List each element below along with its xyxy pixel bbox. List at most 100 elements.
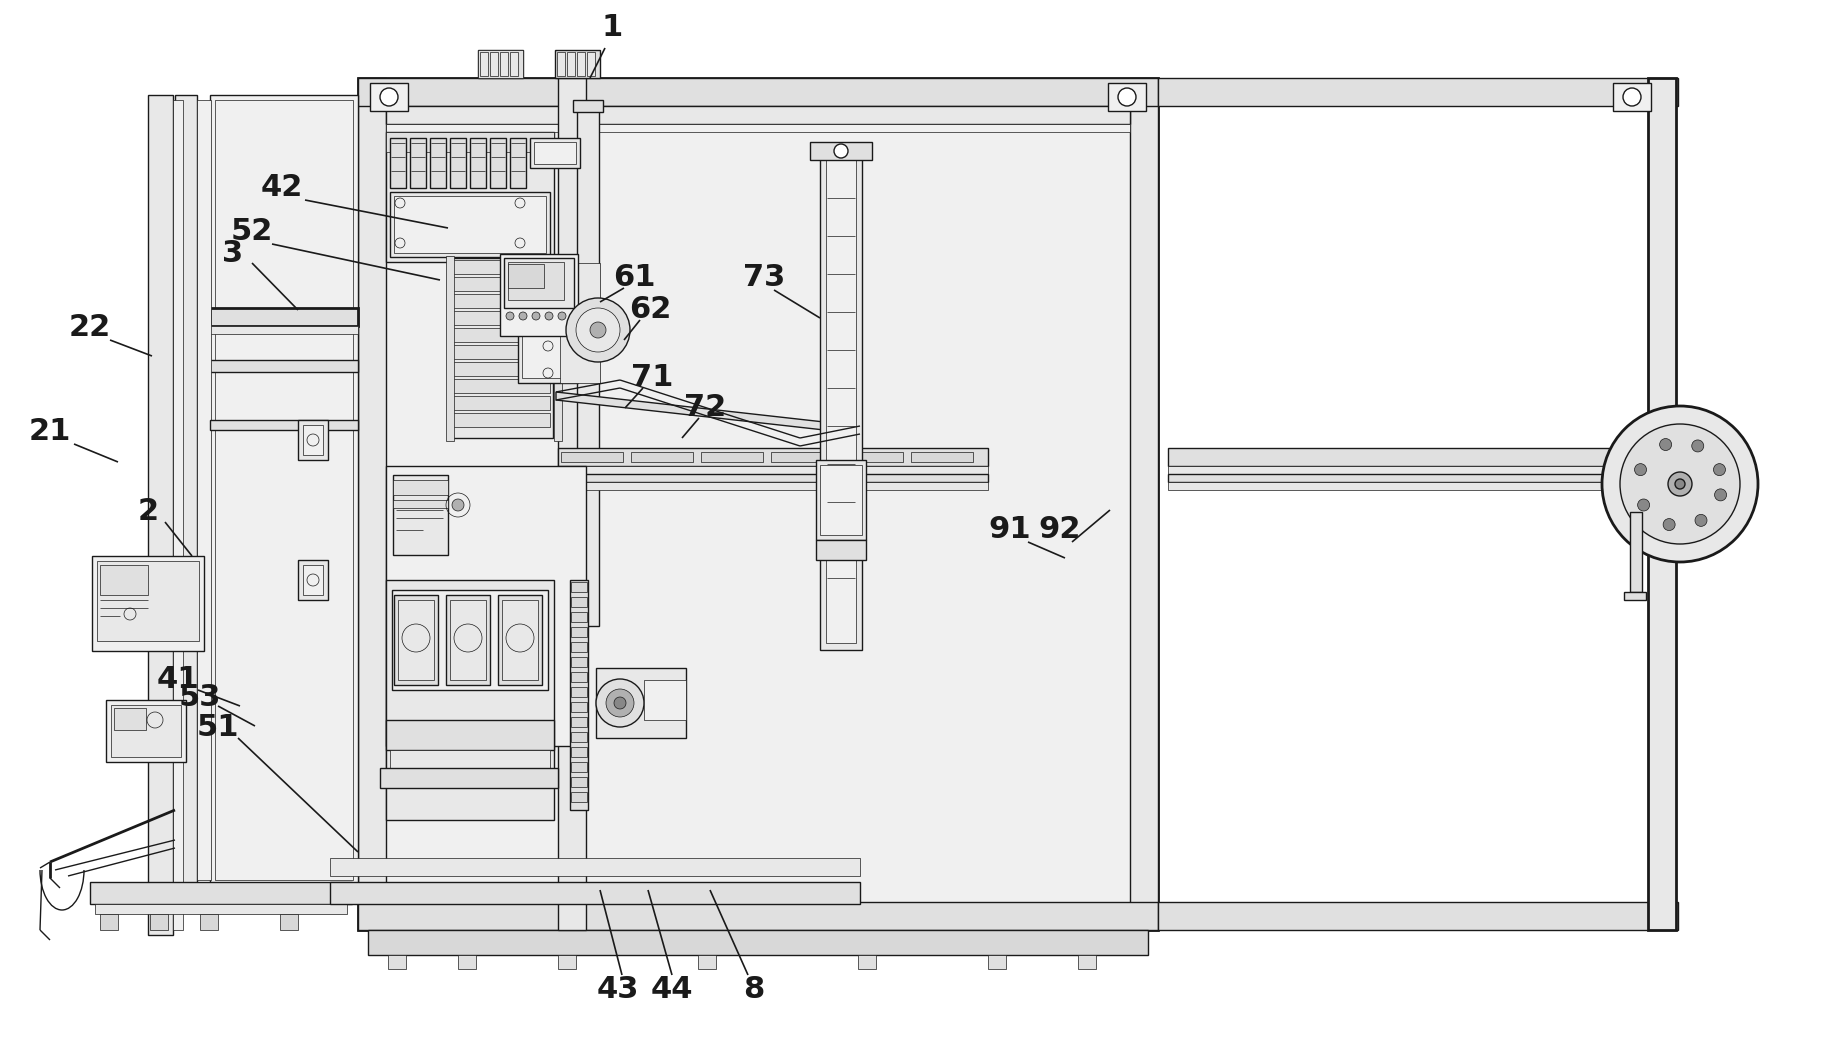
Text: 22: 22 [70, 313, 112, 343]
Bar [358, 78, 1158, 106]
Circle shape [532, 312, 540, 320]
Circle shape [834, 144, 849, 158]
Bar [510, 138, 527, 188]
Bar [497, 595, 541, 685]
Bar [701, 452, 763, 462]
Bar [816, 460, 865, 540]
Bar [386, 106, 1130, 124]
Bar [101, 914, 119, 930]
Bar [450, 311, 551, 325]
Bar [329, 858, 860, 876]
Bar [113, 708, 146, 730]
Bar [571, 612, 587, 622]
Text: 21: 21 [29, 417, 71, 446]
Text: 73: 73 [743, 264, 785, 293]
Bar [558, 482, 988, 490]
Text: 2: 2 [137, 497, 159, 526]
Bar [560, 263, 600, 383]
Bar [1169, 448, 1648, 466]
Bar [450, 260, 551, 274]
Bar [304, 565, 324, 595]
Text: 42: 42 [262, 173, 304, 202]
Circle shape [1659, 438, 1672, 450]
Bar [91, 556, 205, 651]
Text: 43: 43 [596, 976, 638, 1005]
Bar [393, 500, 448, 508]
Bar [571, 687, 587, 696]
Bar [450, 328, 551, 342]
Bar [596, 668, 686, 738]
Bar [1158, 78, 1677, 106]
Bar [390, 750, 551, 768]
Circle shape [452, 499, 465, 511]
Bar [558, 78, 585, 930]
Bar [386, 720, 554, 750]
Bar [827, 155, 856, 643]
Bar [329, 882, 860, 904]
Bar [571, 762, 587, 772]
Bar [358, 902, 1158, 930]
Bar [450, 413, 551, 427]
Bar [450, 397, 551, 410]
Bar [150, 914, 168, 930]
Bar [1158, 902, 1677, 930]
Bar [1169, 482, 1648, 490]
Circle shape [1668, 472, 1692, 496]
Bar [280, 914, 298, 930]
Bar [386, 132, 554, 152]
Bar [558, 448, 988, 466]
Bar [508, 262, 563, 300]
Bar [298, 559, 327, 600]
Circle shape [1118, 88, 1136, 106]
Text: 91: 91 [989, 516, 1032, 545]
Bar [450, 294, 551, 308]
Bar [572, 100, 604, 112]
Bar [106, 700, 187, 762]
Bar [571, 580, 587, 810]
Bar [554, 50, 600, 78]
Bar [95, 904, 348, 914]
Circle shape [558, 312, 565, 320]
Bar [390, 138, 406, 188]
Bar [576, 106, 600, 626]
Bar [446, 595, 490, 685]
Bar [90, 882, 351, 904]
Circle shape [1692, 440, 1705, 452]
Bar [210, 326, 358, 334]
Bar [518, 263, 578, 383]
Bar [450, 277, 551, 291]
Bar [508, 264, 543, 288]
Bar [101, 565, 148, 595]
Bar [470, 138, 487, 188]
Bar [199, 914, 218, 930]
Text: 1: 1 [602, 13, 622, 43]
Bar [216, 100, 353, 880]
Bar [386, 466, 585, 746]
Bar [410, 138, 426, 188]
Text: 92: 92 [1039, 516, 1081, 545]
Bar [571, 792, 587, 802]
Bar [571, 597, 587, 607]
Bar [816, 540, 865, 559]
Bar [571, 747, 587, 757]
Text: 3: 3 [223, 239, 243, 268]
Bar [1624, 592, 1646, 600]
Bar [479, 52, 488, 76]
Bar [97, 561, 199, 641]
Circle shape [1622, 88, 1641, 106]
Text: 72: 72 [684, 393, 726, 422]
Bar [567, 52, 574, 76]
Bar [841, 452, 904, 462]
Text: 51: 51 [198, 713, 240, 742]
Bar [1169, 466, 1648, 474]
Circle shape [380, 88, 399, 106]
Circle shape [1602, 406, 1758, 562]
Circle shape [1635, 464, 1646, 475]
Bar [388, 955, 406, 969]
Bar [380, 768, 558, 788]
Text: 71: 71 [631, 363, 673, 392]
Bar [477, 50, 523, 78]
Circle shape [615, 696, 626, 709]
Bar [210, 360, 358, 372]
Bar [386, 132, 554, 262]
